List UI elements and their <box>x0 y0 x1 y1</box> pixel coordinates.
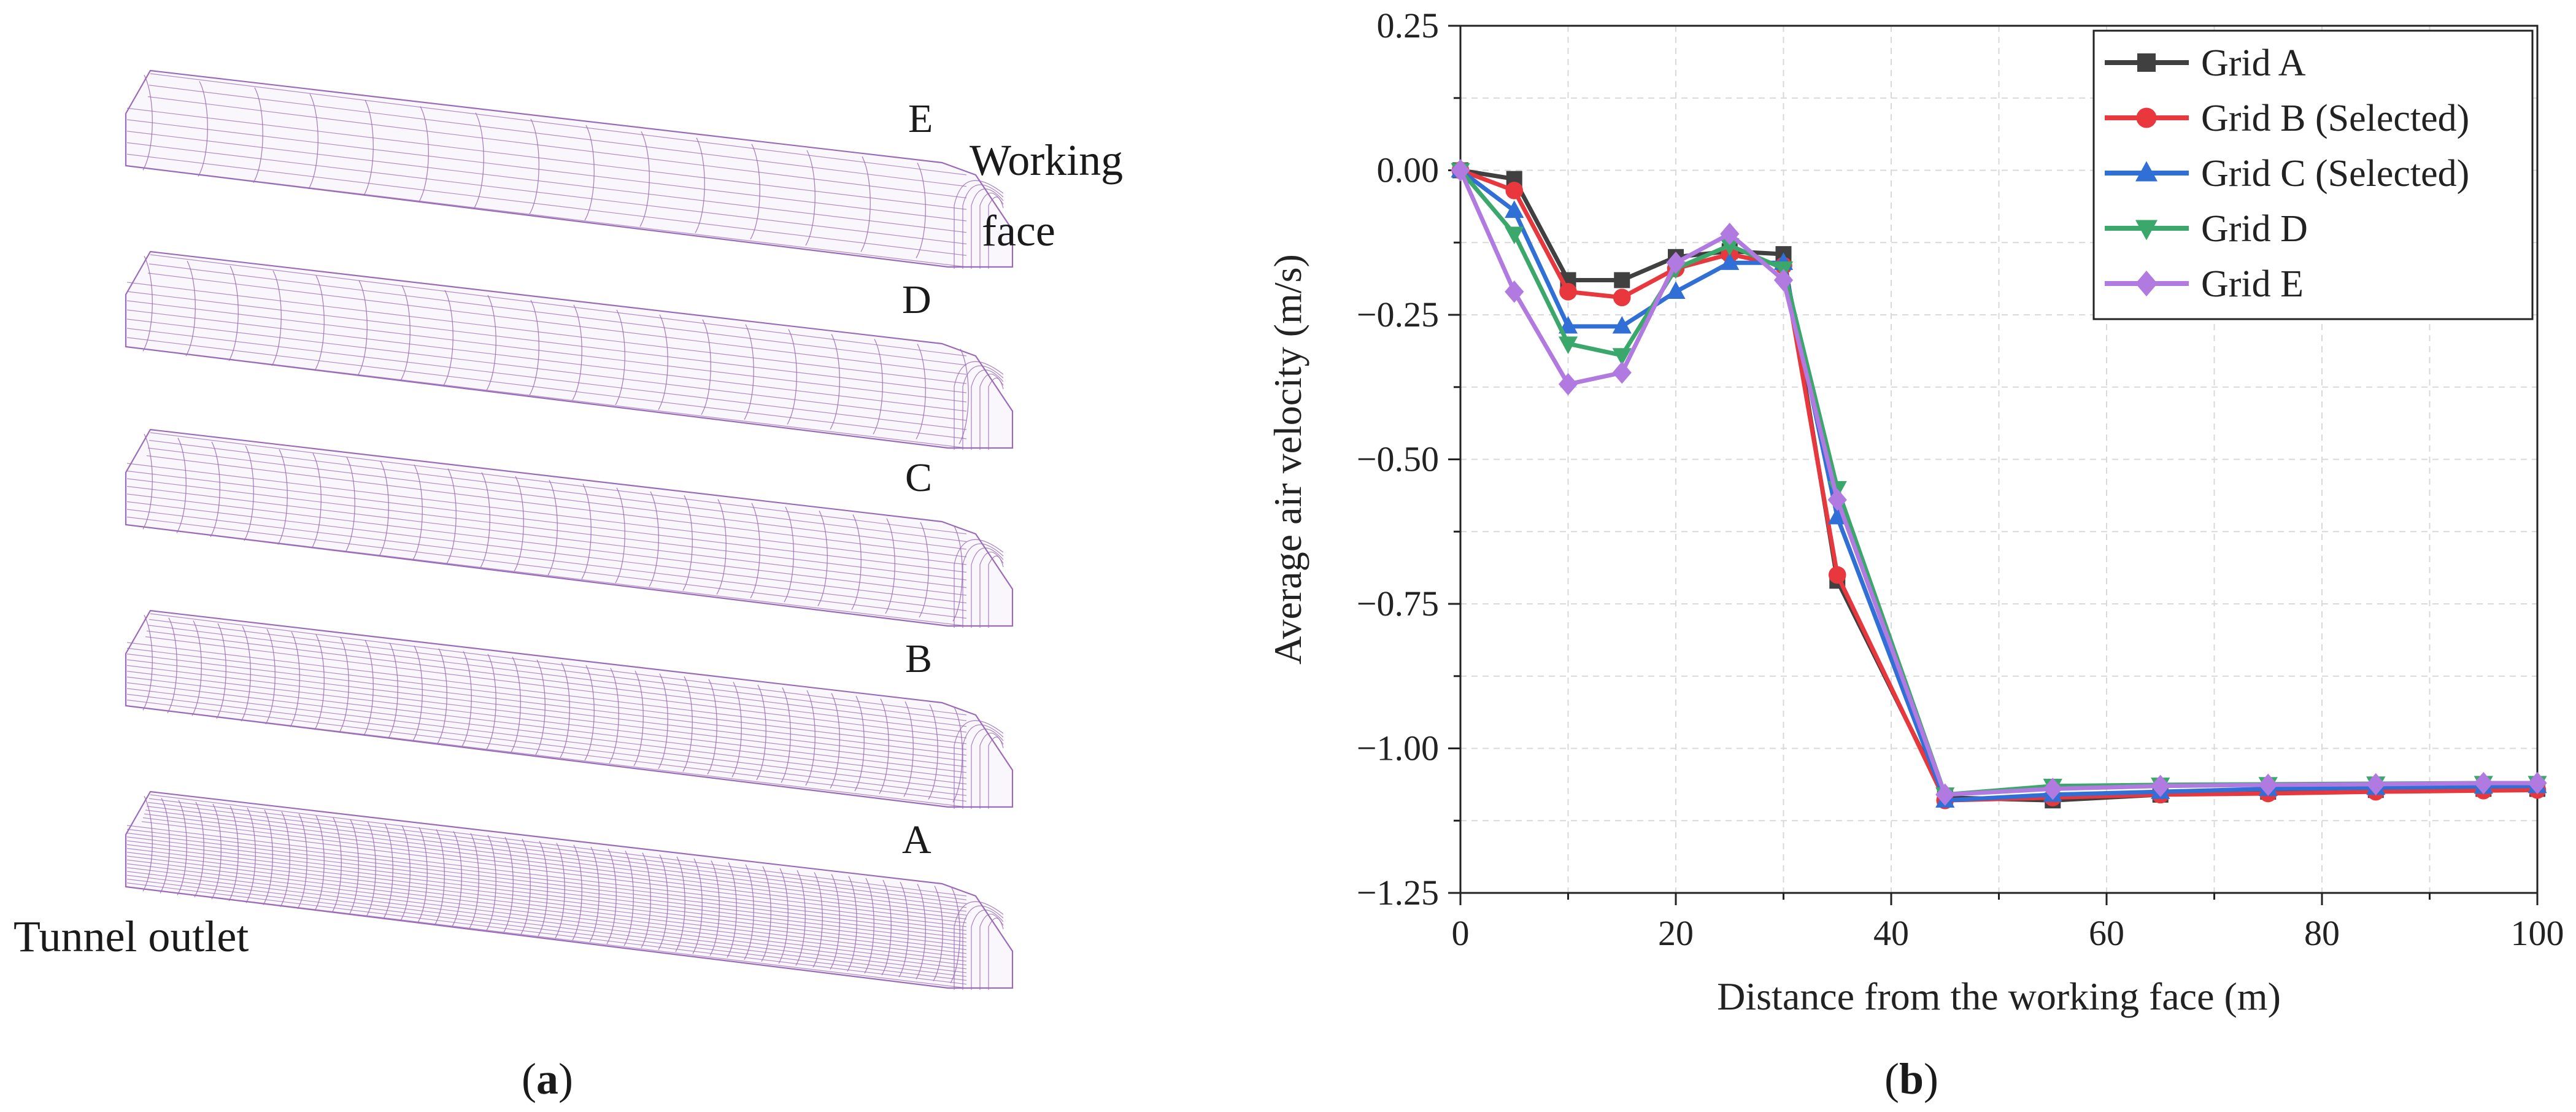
panel-a-mesh-illustration: E D C B A <box>125 69 1014 990</box>
legend-marker <box>2135 161 2158 182</box>
velocity-line-chart: 0 20 40 60 80 100 0.25 0.00 −0.25 −0.50 −0.75 −1.00… <box>1266 6 2564 1018</box>
x-tick-label: 0 <box>1452 913 1470 953</box>
data-point <box>2151 774 2170 797</box>
grid-letter-e: E <box>908 96 933 141</box>
y-tick-label: 0.25 <box>1377 6 1440 45</box>
legend-label: Grid A <box>2201 42 2306 84</box>
data-point <box>1505 280 1524 303</box>
x-tick-label: 80 <box>2304 913 2340 953</box>
grid-letter-c: C <box>905 455 932 500</box>
legend-label: Grid D <box>2201 208 2308 250</box>
data-point <box>1666 252 1686 274</box>
data-point <box>1558 373 1578 396</box>
data-point <box>2366 773 2386 796</box>
data-point <box>1720 238 1740 256</box>
data-point <box>1720 252 1740 270</box>
grid-letter-b: B <box>905 636 932 681</box>
data-point <box>1828 566 1846 584</box>
data-point <box>1666 281 1686 299</box>
x-tick-label: 100 <box>2511 913 2564 953</box>
legend-marker <box>2135 220 2158 241</box>
y-tick-label: −0.25 <box>1357 295 1439 334</box>
tunnel-mesh-c <box>125 428 1014 628</box>
data-point <box>1935 783 1955 806</box>
tunnel-mesh-e <box>125 69 1014 269</box>
legend-label: Grid C (Selected) <box>2201 153 2469 195</box>
data-point <box>1827 488 1847 511</box>
working-face-label-line2: face <box>982 206 1055 255</box>
data-point <box>1451 159 1470 182</box>
data-point <box>1773 269 1794 292</box>
legend-marker <box>2135 271 2158 296</box>
data-point <box>2474 771 2493 795</box>
y-tick-label: −0.50 <box>1357 439 1439 479</box>
data-point <box>1612 348 1632 366</box>
data-point <box>1559 283 1577 301</box>
legend-marker <box>2136 107 2157 128</box>
x-tick-label: 40 <box>1873 913 1909 953</box>
panel-a-caption: (a) <box>522 1054 573 1103</box>
data-point <box>1614 272 1630 288</box>
data-point <box>2258 773 2278 797</box>
legend-label: Grid E <box>2201 263 2304 305</box>
data-point <box>2043 778 2062 800</box>
panel-a-caption-letter: a <box>536 1054 558 1103</box>
data-point <box>2528 771 2547 795</box>
tunnel-mesh-d <box>125 250 1014 450</box>
y-tick-label: −1.00 <box>1357 728 1439 768</box>
tunnel-mesh-b <box>125 609 1014 809</box>
legend-label: Grid B (Selected) <box>2201 98 2469 139</box>
y-tick-label: −1.25 <box>1357 873 1439 913</box>
x-tick-label: 20 <box>1658 913 1694 953</box>
data-point <box>1505 226 1524 245</box>
data-point <box>1827 506 1847 525</box>
data-point <box>1558 336 1578 354</box>
grid-letter-a: A <box>902 817 931 862</box>
panel-b-caption: (b) <box>1884 1054 1938 1103</box>
svg-text:(b): (b) <box>1884 1054 1938 1103</box>
data-point <box>1505 200 1524 218</box>
legend-marker <box>2137 53 2156 72</box>
data-point <box>1505 182 1524 199</box>
data-point <box>1612 315 1632 334</box>
working-face-label-line1: Working <box>970 136 1123 185</box>
chart-legend: Grid A Grid B (Selected) Grid C (Selected)… <box>2092 29 2534 320</box>
y-tick-label: −0.75 <box>1357 584 1439 624</box>
data-point <box>1720 222 1740 245</box>
tunnel-outlet-label: Tunnel outlet <box>13 912 249 961</box>
y-axis-label: Average air velocity (m/s) <box>1266 254 1309 665</box>
tunnel-mesh-a <box>125 790 1014 990</box>
series-grid-e <box>1451 159 2547 806</box>
x-axis-label: Distance from the working face (m) <box>1717 975 2281 1018</box>
grid-letter-d: D <box>902 277 931 322</box>
data-point <box>1612 361 1632 384</box>
svg-text:(a): (a) <box>522 1054 573 1103</box>
panel-b-caption-letter: b <box>1899 1054 1924 1103</box>
y-tick-label: 0.00 <box>1377 150 1440 190</box>
x-tick-label: 60 <box>2089 913 2124 953</box>
data-point <box>1613 288 1631 307</box>
